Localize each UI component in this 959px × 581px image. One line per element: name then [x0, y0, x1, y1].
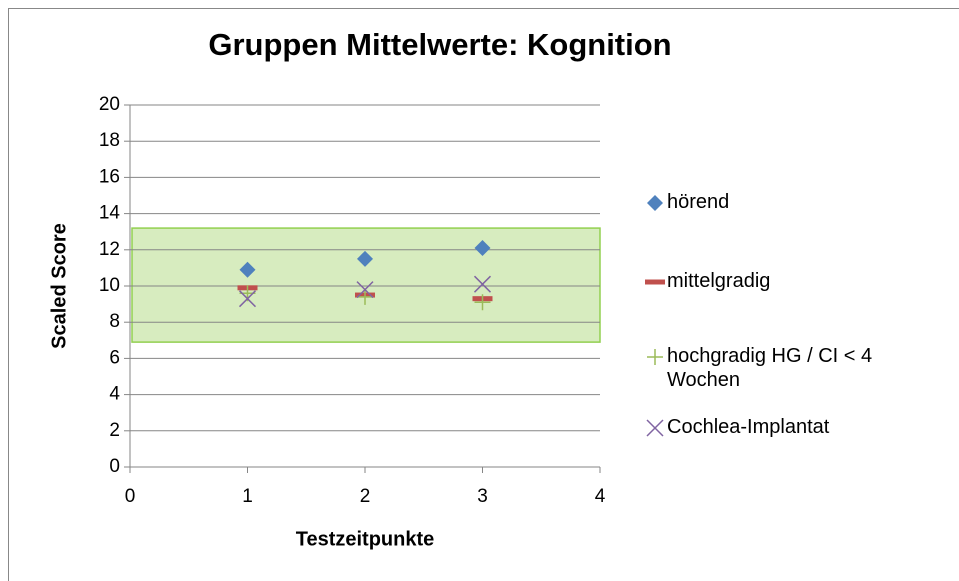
y-tick-label: 12 — [99, 239, 120, 260]
marker — [239, 261, 256, 278]
y-tick-label: 2 — [109, 420, 120, 441]
y-tick-label: 18 — [99, 130, 120, 151]
chart-title: Gruppen Mittelwerte: Kognition — [208, 27, 671, 62]
x-axis-label: Testzeitpunkte — [296, 528, 435, 550]
x-tick-label: 3 — [477, 486, 488, 507]
y-tick-label: 16 — [99, 166, 120, 187]
y-axis-label: Scaled Score — [48, 223, 70, 349]
legend-marker — [647, 349, 663, 365]
legend-marker — [647, 195, 663, 211]
legend-entry: mittelgradig — [667, 270, 771, 292]
y-tick-label: 8 — [109, 311, 120, 332]
y-tick-label: 0 — [109, 456, 120, 477]
x-tick-label: 0 — [125, 486, 136, 507]
y-tick-label: 6 — [109, 347, 120, 368]
y-tick-label: 20 — [99, 94, 120, 115]
y-tick-label: 4 — [109, 384, 120, 405]
legend-label: mittelgradig — [667, 270, 771, 292]
x-tick-label: 2 — [360, 486, 371, 507]
marker — [357, 288, 373, 305]
reference-band — [131, 227, 601, 343]
legend-label: Cochlea-Implantat — [667, 416, 830, 438]
y-tick-label: 10 — [99, 275, 120, 296]
marker — [474, 294, 491, 311]
legend-label: hochgradig HG / CI < 4 Wochen — [667, 345, 873, 391]
y-tick-label: 14 — [99, 203, 121, 224]
legend-marker — [646, 419, 664, 437]
marker — [356, 281, 374, 299]
legend-label: hörend — [667, 191, 730, 213]
marker — [473, 275, 492, 293]
marker — [474, 239, 491, 256]
marker — [238, 290, 257, 308]
marker — [357, 250, 373, 267]
x-tick-label: 4 — [595, 486, 606, 507]
legend-marker — [645, 279, 665, 285]
x-tick-label: 1 — [242, 486, 253, 507]
legend-entry: Cochlea-Implantat — [667, 416, 830, 438]
legend-entry: hochgradig HG / CI < 4 Wochen — [667, 345, 873, 391]
legend-entry: hörend — [667, 191, 730, 213]
